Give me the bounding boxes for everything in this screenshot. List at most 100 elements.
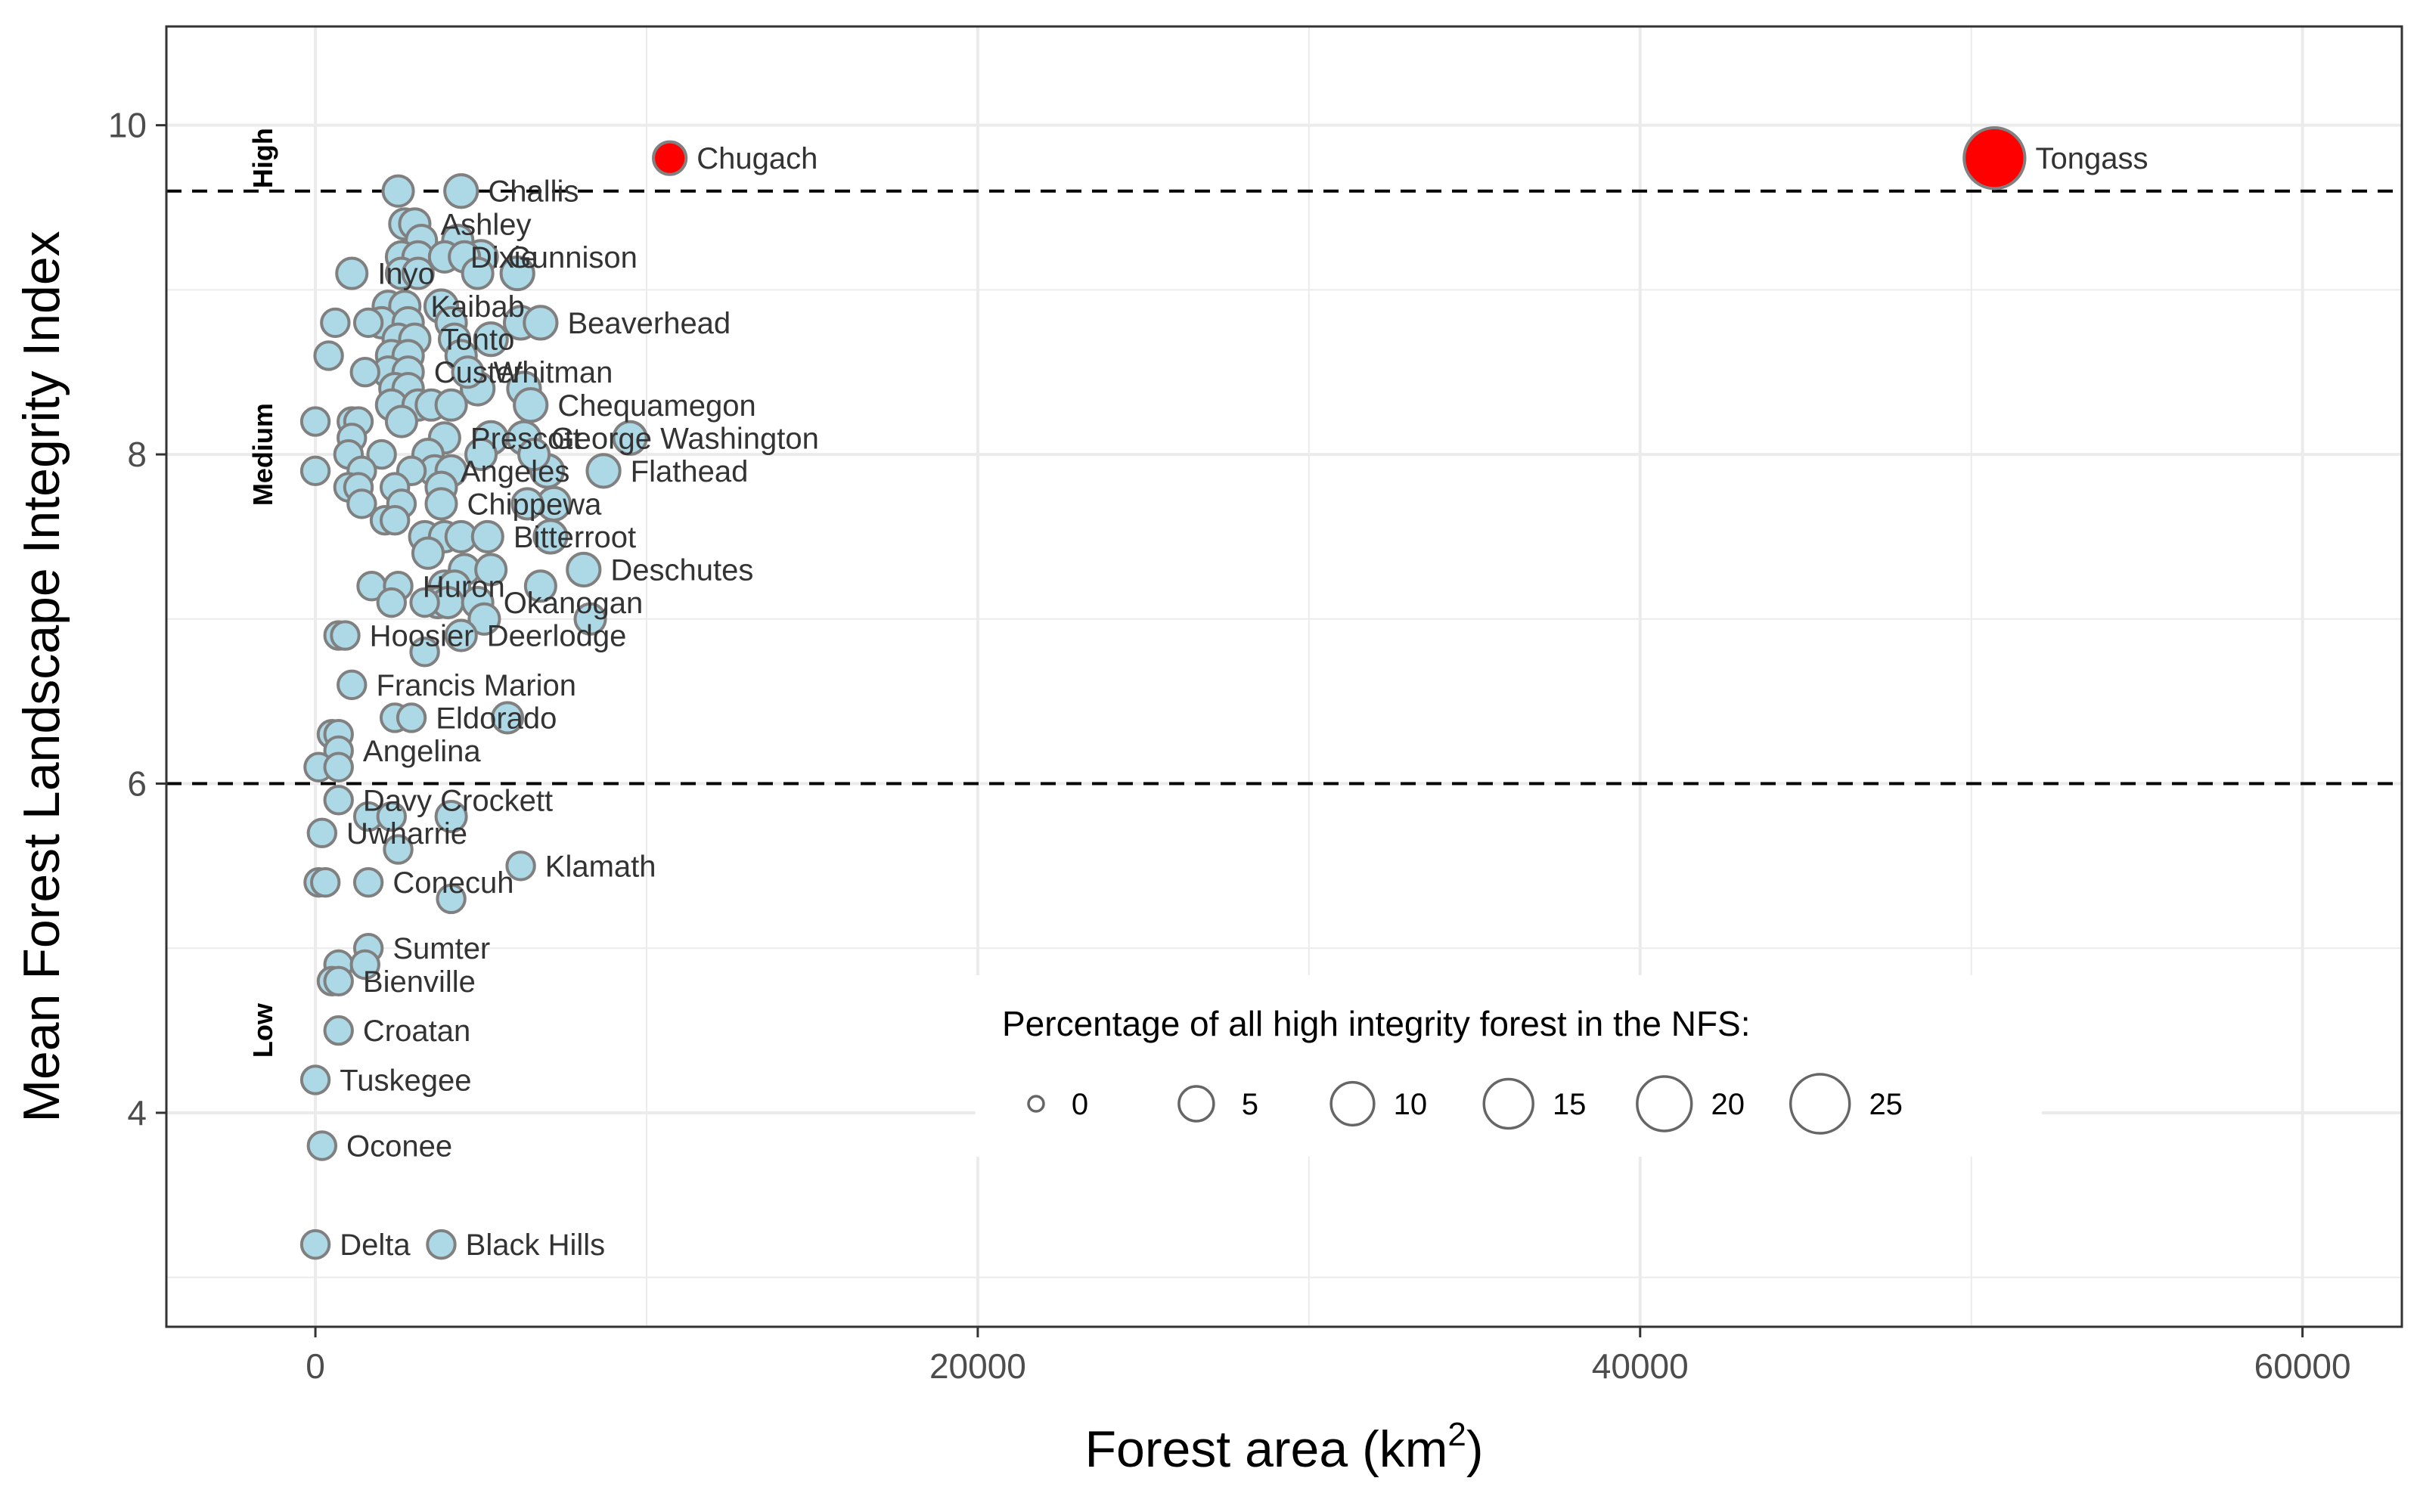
data-point [523, 305, 559, 341]
data-point [352, 866, 384, 898]
point-label: Chequamegon [557, 389, 755, 423]
point-label: Tuskegee [340, 1064, 471, 1097]
point-label: Angeles [461, 455, 570, 488]
data-point [566, 551, 602, 588]
point-label: Gunnison [508, 241, 638, 274]
x-tick-label: 20000 [929, 1346, 1026, 1386]
point-label: Huron [423, 570, 505, 603]
point-label: Inyo [377, 258, 435, 291]
data-point [306, 817, 338, 849]
threshold-lines [166, 189, 2402, 785]
point-label: Francis Marion [376, 669, 576, 702]
point-label: Davy Crockett [363, 784, 553, 817]
data-point [323, 751, 354, 782]
data-point [383, 834, 414, 865]
legend-size-key [1329, 1080, 1376, 1127]
data-point [436, 883, 467, 915]
data-point [424, 487, 458, 521]
y-tick-label: 4 [127, 1093, 147, 1132]
legend-size-key [1789, 1073, 1851, 1135]
point-label: Eldorado [436, 702, 557, 735]
band-labels: High Medium Low [247, 128, 278, 1058]
point-label: Chugach [697, 142, 818, 175]
data-point [379, 504, 411, 536]
point-label: Uwharrie [346, 817, 467, 850]
point-label: Chippewa [467, 488, 603, 521]
data-point [396, 702, 427, 733]
data-point [409, 587, 440, 618]
data-point [349, 357, 380, 388]
band-label-low: Low [247, 1002, 278, 1058]
panel-border [165, 25, 2403, 1328]
highlight-point [652, 140, 688, 176]
point-label: Flathead [631, 455, 749, 488]
data-point [330, 620, 361, 651]
point-label: Challis [488, 175, 579, 209]
band-label-medium: Medium [247, 403, 278, 506]
point-label: Hoosier [370, 620, 474, 653]
point-label: Kaibab [430, 290, 525, 324]
y-tick-label: 6 [127, 764, 147, 804]
data-point [517, 438, 551, 472]
data-point [381, 174, 415, 208]
y-tick-label: 8 [127, 435, 147, 474]
legend-size-key [1482, 1077, 1534, 1130]
x-axis-title: Forest area (km2) [1084, 1416, 1483, 1478]
point-label: Conecuh [392, 866, 513, 900]
point-label: Whitman [494, 356, 613, 389]
data-point [320, 307, 351, 339]
x-axis-title-close: ) [1466, 1421, 1484, 1478]
data-point [470, 519, 504, 553]
point-label: Ashley [440, 208, 531, 241]
legend-title: Percentage of all high integrity forest … [1002, 1004, 1751, 1043]
data-point [612, 420, 648, 456]
point-label: Deerlodge [487, 620, 627, 653]
x-axis-title-superscript: 2 [1447, 1416, 1466, 1453]
data-point [306, 1130, 338, 1161]
data-point [473, 321, 509, 358]
data-points [299, 126, 2027, 1260]
legend-size-label: 0 [1072, 1088, 1088, 1121]
point-label: George Washington [551, 422, 819, 455]
data-point [384, 404, 418, 438]
data-point [505, 850, 536, 881]
data-point [366, 438, 397, 470]
data-point [376, 801, 407, 832]
point-label: Bitterroot [513, 521, 636, 554]
point-label: Prescott [470, 422, 582, 455]
data-point [299, 455, 331, 487]
data-point [474, 553, 508, 587]
data-point [409, 637, 440, 668]
legend-size-label: 15 [1553, 1088, 1587, 1121]
data-point [346, 488, 377, 519]
data-point [349, 949, 380, 981]
data-point [313, 340, 344, 371]
data-point [299, 406, 331, 437]
point-label: Sumter [392, 932, 490, 965]
point-label: Black Hills [466, 1228, 605, 1262]
data-point [434, 800, 468, 834]
point-label: Bienville [363, 965, 476, 999]
data-point [573, 602, 607, 636]
data-point [434, 388, 468, 422]
axis-ticks: 0 20000 40000 60000 4 6 8 10 [108, 106, 2351, 1386]
data-point [585, 453, 622, 489]
legend-size-label: 10 [1394, 1088, 1428, 1121]
data-point [443, 173, 479, 209]
data-point [376, 587, 407, 618]
point-labels: Tongass Chugach ChallisAshleyDixieGunnison… [340, 142, 2148, 1262]
legend-size-key [1177, 1085, 1215, 1123]
legend: Percentage of all high integrity forest … [976, 975, 2042, 1157]
x-tick-label: 60000 [2254, 1346, 2351, 1386]
data-point [451, 355, 485, 389]
y-axis-title: Mean Forest Landscape Integrity Index [13, 231, 70, 1122]
data-point [461, 256, 495, 290]
data-point [444, 618, 478, 652]
x-axis-title-main: Forest area (km [1084, 1421, 1447, 1478]
data-point [310, 866, 341, 898]
data-point [401, 256, 435, 290]
data-point [523, 569, 557, 603]
point-label: Deschutes [610, 553, 753, 587]
data-point [513, 387, 549, 423]
y-tick-label: 10 [108, 106, 147, 145]
